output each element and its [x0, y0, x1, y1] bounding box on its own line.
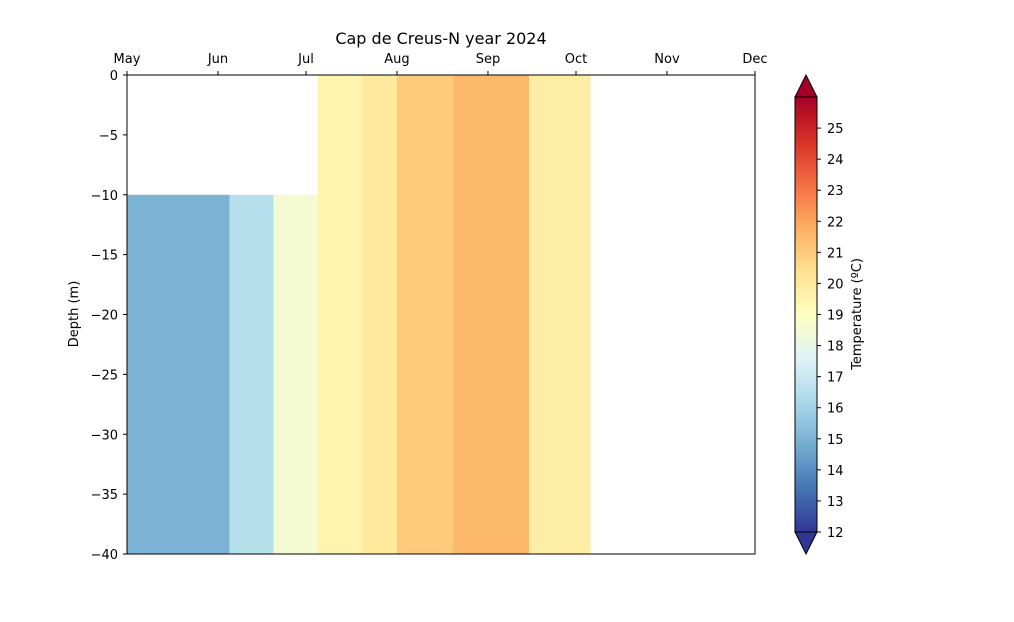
y-tick-label: −10 — [91, 189, 118, 204]
y-tick-label: −25 — [91, 368, 118, 383]
colorbar-tick-label: 19 — [827, 309, 844, 324]
x-tick-label: May — [114, 52, 141, 67]
y-tick-label: 0 — [110, 69, 118, 84]
colorbar-extend-max — [794, 73, 818, 98]
colorbar-tick-label: 20 — [827, 277, 844, 292]
x-axis-ticks: May Jun Jul Aug Sep Oct Nov Dec — [114, 52, 768, 75]
y-axis-ticks: 0 −5 −10 −15 −20 −25 −30 −35 −40 — [91, 69, 127, 563]
colorbar-tick-label: 21 — [827, 246, 844, 261]
x-tick-label: Sep — [476, 52, 501, 67]
y-tick-label: −20 — [91, 309, 118, 324]
heatmap-cells — [127, 75, 591, 555]
x-tick-label: Oct — [565, 52, 587, 67]
colorbar: 12 13 14 15 16 17 18 19 20 21 22 23 24 25 Temperature… — [794, 73, 865, 556]
y-tick-label: −15 — [91, 249, 118, 264]
y-tick-label: −5 — [99, 129, 118, 144]
x-tick-label: Jun — [207, 52, 228, 67]
colorbar-tick-label: 13 — [827, 495, 844, 510]
colorbar-tick-label: 12 — [827, 526, 844, 541]
heatmap-cell — [127, 194, 230, 555]
chart-title: Cap de Creus-N year 2024 — [335, 29, 546, 48]
y-tick-label: −30 — [91, 428, 118, 443]
heatmap-cell — [397, 75, 453, 554]
colorbar-tick-label: 24 — [827, 153, 844, 168]
colorbar-extend-min — [794, 531, 818, 556]
colorbar-label: Temperature (ºC) — [850, 258, 865, 371]
heatmap-cell — [529, 75, 591, 554]
heatmap-cell — [229, 194, 274, 555]
x-tick-label: Aug — [384, 52, 409, 67]
x-tick-label: Dec — [742, 52, 767, 67]
y-tick-label: −35 — [91, 488, 118, 503]
y-axis-label: Depth (m) — [67, 281, 82, 348]
colorbar-ticks: 12 13 14 15 16 17 18 19 20 21 22 23 24 25 — [817, 122, 844, 541]
colorbar-tick-label: 23 — [827, 184, 844, 199]
heatmap-cell — [361, 75, 397, 554]
colorbar-tick-label: 16 — [827, 402, 844, 417]
heatmap-cell — [317, 75, 362, 554]
colorbar-tick-label: 18 — [827, 340, 844, 355]
heatmap-cell — [452, 75, 529, 554]
heatmap-cell — [273, 194, 318, 555]
x-tick-label: Jul — [297, 52, 314, 67]
colorbar-tick-label: 25 — [827, 122, 844, 137]
colorbar-tick-label: 14 — [827, 464, 844, 479]
plot-frame — [126, 74, 756, 555]
colorbar-tick-label: 17 — [827, 371, 844, 386]
colorbar-tick-label: 15 — [827, 433, 844, 448]
y-tick-label: −40 — [91, 548, 118, 563]
colorbar-scale — [794, 96, 818, 533]
colorbar-tick-label: 22 — [827, 215, 844, 230]
x-tick-label: Nov — [654, 52, 680, 67]
